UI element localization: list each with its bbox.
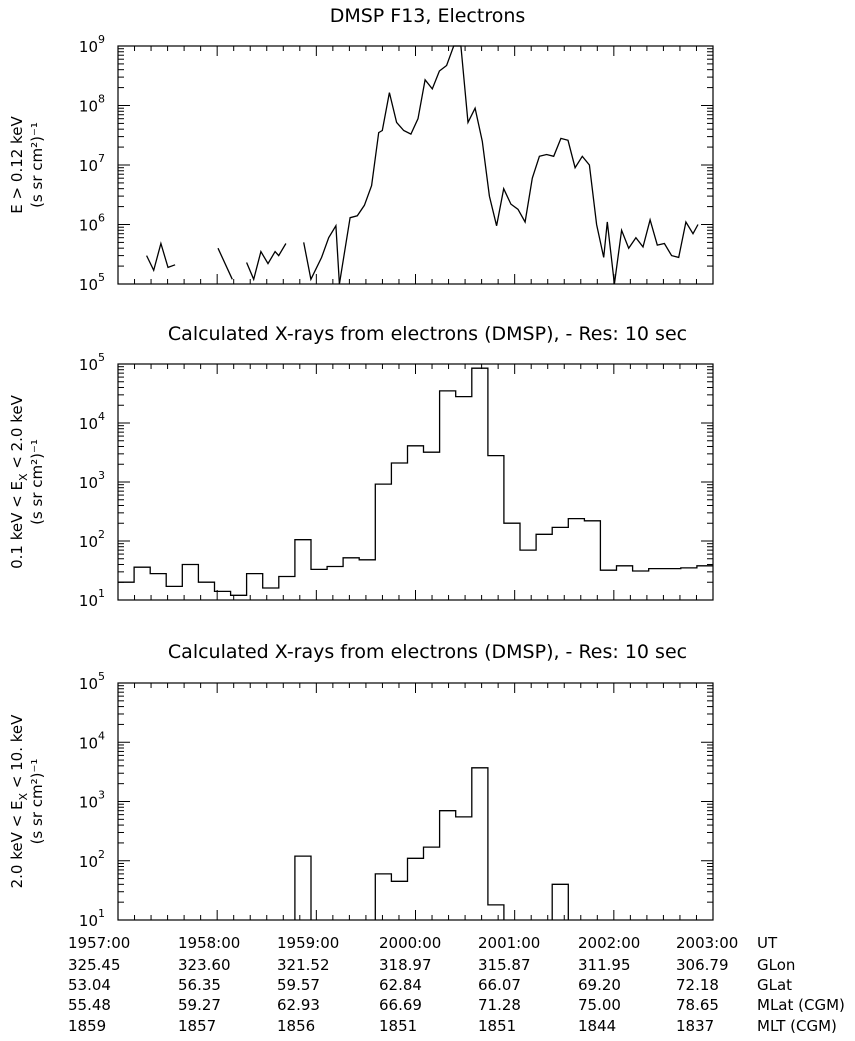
y-tick-label: 10 <box>79 38 98 56</box>
y-tick-exponent: 3 <box>98 469 105 482</box>
panel-2: Calculated X-rays from electrons (DMSP),… <box>8 323 714 610</box>
y-axis-label-sub: X <box>17 473 30 481</box>
electron-flux-series <box>217 247 233 280</box>
plot-frame <box>117 45 714 285</box>
y-tick-label: 10 <box>79 794 98 812</box>
electron-flux-series <box>303 223 341 285</box>
y-tick-exponent: 2 <box>98 528 105 541</box>
y-tick-label: 10 <box>79 533 98 551</box>
y-tick-label: 10 <box>79 356 98 374</box>
y-tick-label: 10 <box>79 98 98 116</box>
xray-flux-series <box>118 367 713 596</box>
y-tick-label: 10 <box>79 276 98 294</box>
y-tick-exponent: 4 <box>98 729 105 742</box>
y-axis-label: E > 0.12 keV (s sr cm²)⁻¹ <box>8 116 46 214</box>
y-tick-label: 10 <box>79 734 98 752</box>
xray-flux-series <box>294 767 569 920</box>
y-axis-label: 2.0 keV < EX < 10. keV(s sr cm²)⁻¹ <box>8 714 46 889</box>
y-axis-label-line2: (s sr cm²)⁻¹ <box>28 122 46 208</box>
y-tick-label: 10 <box>79 853 98 871</box>
y-axis-label-sub: X <box>17 793 30 801</box>
plot-frame <box>117 363 714 601</box>
y-tick-label: 10 <box>79 474 98 492</box>
y-axis-label-rest: < 2.0 keV <box>8 394 26 473</box>
y-tick-label: 10 <box>79 415 98 433</box>
y-tick-label: 10 <box>79 912 98 930</box>
y-tick-exponent: 3 <box>98 789 105 802</box>
y-tick-exponent: 4 <box>98 410 105 423</box>
electron-flux-series <box>246 243 287 282</box>
electron-flux-series <box>338 45 699 285</box>
y-tick-label: 10 <box>79 592 98 610</box>
panel-title: Calculated X-rays from electrons (DMSP),… <box>168 323 687 345</box>
y-axis-label-line1: 2.0 keV < E <box>8 801 26 889</box>
y-tick-exponent: 2 <box>98 848 105 861</box>
y-axis-label-line1: 0.1 keV < E <box>8 481 26 569</box>
y-tick-exponent: 6 <box>98 212 105 225</box>
y-tick-exponent: 5 <box>98 351 105 364</box>
y-tick-label: 10 <box>79 217 98 235</box>
y-tick-exponent: 1 <box>98 907 105 920</box>
y-axis-label-rest: < 10. keV <box>8 714 26 793</box>
plot-frame <box>117 682 714 921</box>
panel-title: DMSP F13, Electrons <box>330 5 526 27</box>
y-tick-exponent: 9 <box>98 33 105 46</box>
y-tick-exponent: 7 <box>98 152 105 165</box>
y-axis-label: 0.1 keV < EX < 2.0 keV(s sr cm²)⁻¹ <box>8 394 46 569</box>
y-tick-exponent: 5 <box>98 670 105 683</box>
y-tick-exponent: 8 <box>98 93 105 106</box>
y-tick-exponent: 1 <box>98 587 105 600</box>
panel-title: Calculated X-rays from electrons (DMSP),… <box>168 641 687 663</box>
y-tick-label: 10 <box>79 157 98 175</box>
electron-flux-series <box>146 241 176 273</box>
y-axis-label-line2: (s sr cm²)⁻¹ <box>28 759 46 845</box>
y-tick-label: 10 <box>79 675 98 693</box>
panel-3: Calculated X-rays from electrons (DMSP),… <box>8 641 714 930</box>
y-tick-exponent: 5 <box>98 271 105 284</box>
y-axis-label-line1: E > 0.12 keV <box>8 116 26 214</box>
y-axis-label-line2: (s sr cm²)⁻¹ <box>28 439 46 525</box>
